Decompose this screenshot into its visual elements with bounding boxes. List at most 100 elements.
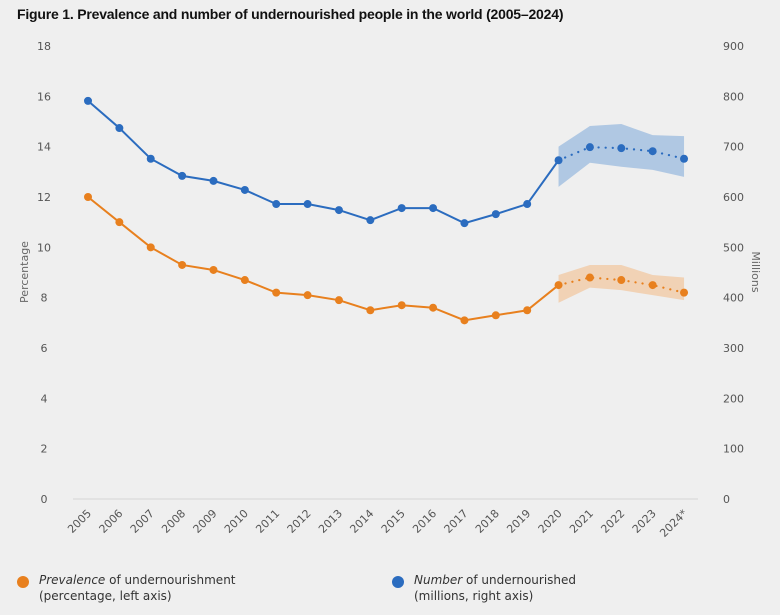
prevalence-point [585, 273, 594, 282]
x-tick-label: 2019 [504, 507, 533, 536]
y-left-tick-label: 4 [41, 392, 48, 405]
legend-prevalence: Prevalence of undernourishment (percenta… [17, 572, 317, 608]
legend-number-emph: Number [414, 573, 463, 587]
prevalence-point [554, 281, 563, 290]
y-right-tick-label: 700 [723, 141, 744, 154]
number-point [84, 96, 92, 105]
prevalence-point [648, 281, 657, 290]
x-tick-label: 2005 [65, 507, 94, 536]
number-point [680, 154, 689, 163]
number-point [303, 200, 312, 209]
prevalence-point [523, 306, 532, 315]
series-lines [87, 100, 686, 322]
number-point [366, 216, 375, 225]
number-point [397, 204, 406, 213]
legend-number-line2: (millions, right axis) [414, 589, 534, 603]
y-left-tick-label: 0 [41, 493, 48, 506]
number-uncertainty-band [558, 124, 685, 187]
number-point [554, 156, 563, 165]
number-point [617, 144, 626, 153]
number-point [334, 206, 343, 215]
y-right-tick-label: 100 [723, 443, 744, 456]
y-left-tick-label: 14 [37, 141, 51, 154]
prevalence-point [146, 243, 155, 252]
x-tick-label: 2009 [191, 507, 220, 536]
x-tick-label: 2017 [442, 507, 471, 536]
prevalence-point [617, 276, 626, 285]
y-right-tick-label: 400 [723, 292, 744, 305]
prevalence-point [272, 288, 281, 297]
prevalence-point [429, 303, 438, 312]
y-left-tick-label: 12 [37, 191, 51, 204]
x-tick-label: 2020 [536, 507, 565, 536]
legend-prevalence-line2: (percentage, left axis) [39, 589, 172, 603]
y-right-tick-label: 300 [723, 342, 744, 355]
y-right-tick-label: 200 [723, 392, 744, 405]
prevalence-point [491, 311, 500, 320]
y-left-tick-label: 8 [41, 292, 48, 305]
legend-prevalence-rest: of undernourishment [105, 573, 236, 587]
legend-prevalence-marker [17, 576, 29, 588]
y-right-tick-label: 500 [723, 241, 744, 254]
number-point [146, 154, 155, 163]
y-left-tick-label: 6 [41, 342, 48, 355]
prevalence-point [334, 296, 343, 305]
x-tick-label: 2011 [253, 507, 282, 536]
y-left-tick-label: 16 [37, 90, 51, 103]
number-point [460, 219, 469, 228]
y-right-tick-label: 600 [723, 191, 744, 204]
x-tick-label: 2012 [285, 507, 314, 536]
x-tick-label: 2018 [473, 507, 502, 536]
y-right-tick-label: 900 [723, 40, 744, 53]
prevalence-point [397, 301, 406, 310]
legend-prevalence-emph: Prevalence [39, 573, 106, 587]
x-tick-label: 2016 [410, 507, 439, 536]
legend-number-rest: of undernourished [462, 573, 577, 587]
number-point [272, 200, 281, 209]
x-tick-label: 2010 [222, 507, 251, 536]
y-left-tick-label: 10 [37, 241, 51, 254]
prevalence-point [366, 306, 375, 315]
number-line [87, 100, 560, 225]
prevalence-point [680, 288, 689, 297]
x-tick-label: 2024* [657, 507, 690, 540]
y-left-tick-label: 2 [41, 443, 48, 456]
prevalence-point [460, 316, 469, 325]
prevalence-line [87, 196, 560, 322]
number-point [648, 147, 657, 156]
prevalence-point [115, 218, 124, 227]
x-tick-label: 2022 [598, 507, 627, 536]
number-point [209, 176, 218, 185]
number-point [240, 185, 249, 194]
y-axis-right-label: Millions [749, 251, 762, 292]
number-point [491, 210, 500, 219]
x-tick-label: 2008 [159, 507, 188, 536]
y-right-tick-label: 800 [723, 90, 744, 103]
prevalence-point [84, 193, 92, 201]
number-point [523, 200, 532, 209]
x-tick-label: 2013 [316, 507, 345, 536]
series-points [84, 96, 689, 325]
number-point [115, 124, 124, 133]
x-tick-label: 2014 [347, 507, 376, 536]
number-point [178, 171, 187, 180]
y-left-tick-label: 18 [37, 40, 51, 53]
x-tick-label: 2023 [630, 507, 659, 536]
prevalence-point [303, 291, 312, 300]
x-tick-label: 2006 [96, 507, 125, 536]
prevalence-point [209, 265, 218, 274]
legend-number-marker [392, 576, 404, 588]
prevalence-point [240, 276, 249, 285]
number-projection-line [557, 146, 686, 162]
chart-title: Figure 1. Prevalence and number of under… [17, 6, 564, 22]
x-tick-label: 2007 [128, 507, 157, 536]
x-tick-label: 2015 [379, 507, 408, 536]
legend-number: Number of undernourished (millions, righ… [392, 572, 692, 608]
prevalence-point [178, 260, 187, 269]
y-axis-left-label: Percentage [18, 241, 31, 303]
number-point [585, 143, 594, 152]
y-right-tick-label: 0 [723, 493, 730, 506]
x-tick-label: 2021 [567, 507, 596, 536]
number-point [429, 204, 438, 213]
